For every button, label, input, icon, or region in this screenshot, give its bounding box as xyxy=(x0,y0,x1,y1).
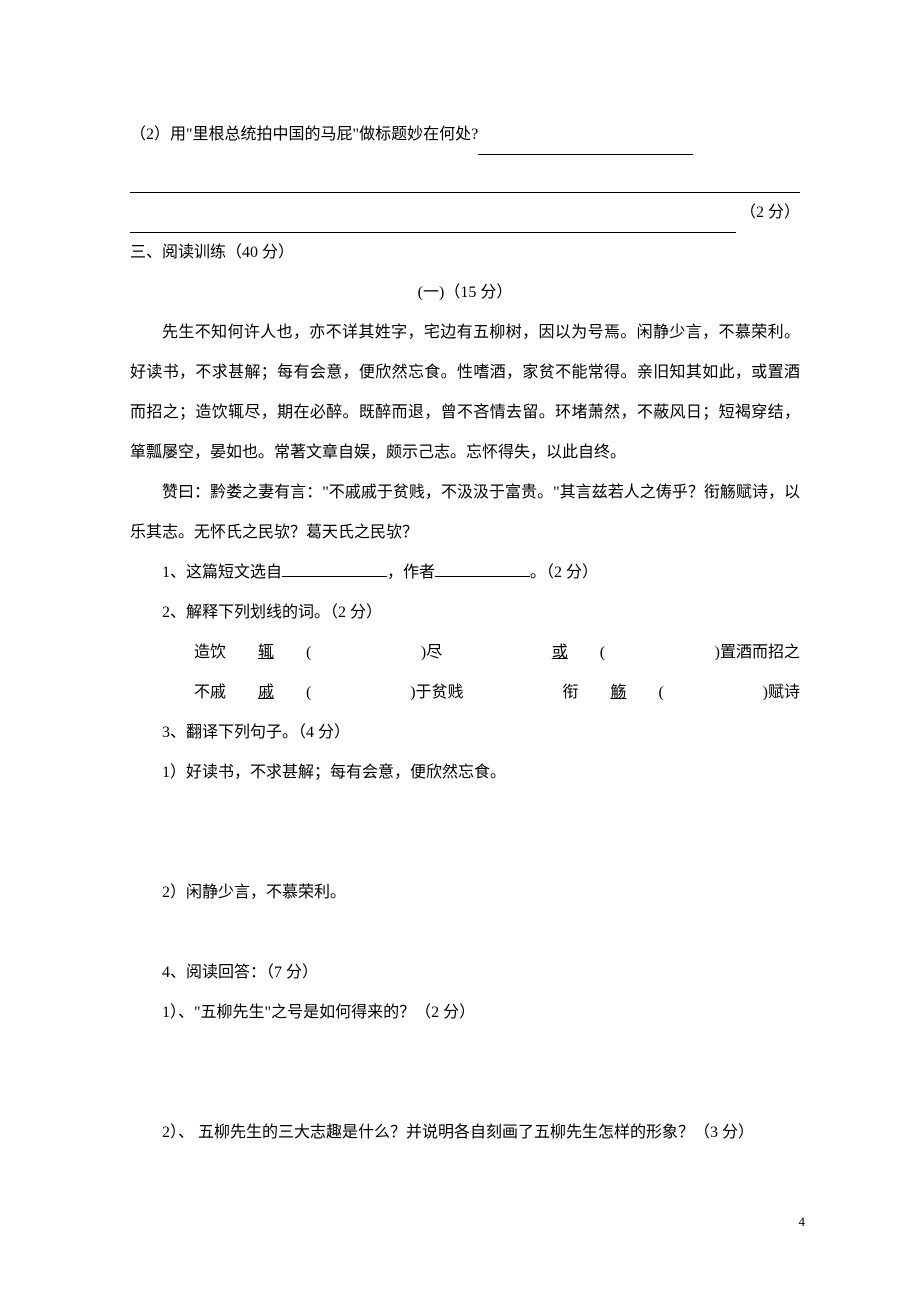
q4-1: 1）、"五柳先生"之号是如何得来的？（2 分） xyxy=(130,993,800,1033)
rowa-au: 辄 xyxy=(226,633,274,673)
passage-p2: 赞曰：黔娄之妻有言："不戚戚于贫贱，不汲汲于富贵。"其言兹若人之俦乎？衔觞赋诗，… xyxy=(130,473,800,553)
rowb-a: 不戚 xyxy=(162,673,226,713)
q2-blank1 xyxy=(478,139,693,155)
q2-blank-line2 xyxy=(130,155,800,193)
rowa-f: )置酒而招之 xyxy=(683,633,800,673)
q2-line1: （2）用"里根总统拍中国的马屁"做标题妙在何处? xyxy=(130,115,800,155)
q2-text: （2）用"里根总统拍中国的马屁"做标题妙在何处? xyxy=(130,115,478,155)
rowa-gap2 xyxy=(442,633,520,673)
page-number: 4 xyxy=(799,1214,806,1230)
rowb-gap3 xyxy=(664,673,731,713)
vocab-row-a: 造饮辄( )尽 或( )置酒而招之 xyxy=(130,633,800,673)
rowb-c: )于贫贱 xyxy=(378,673,463,713)
rowb-b: ( xyxy=(274,673,311,713)
rowb-gap1 xyxy=(311,673,378,713)
q1-b: ，作者 xyxy=(387,564,435,581)
q1-line: 1、这篇短文选自 ，作者 。（2 分） xyxy=(130,553,800,593)
passage-p1: 先生不知何许人也，亦不详其姓字，宅边有五柳树，因以为号焉。闲静少言，不慕荣利。好… xyxy=(130,313,800,473)
section3-sub1: (一)（15 分） xyxy=(130,273,800,313)
rowb-f: )赋诗 xyxy=(731,673,800,713)
q4-2: 2）、 五柳先生的三大志趣是什么？并说明各自刻画了五柳先生怎样的形象？（3 分） xyxy=(130,1113,800,1153)
rowb-e: ( xyxy=(626,673,663,713)
q1-blank-b xyxy=(435,561,530,577)
rowa-b: ( xyxy=(274,633,311,673)
rowb-au: 戚 xyxy=(226,673,274,713)
rowa-c: )尽 xyxy=(389,633,442,673)
vocab-row-b: 不戚戚( )于贫贱 衔觞( )赋诗 xyxy=(130,673,800,713)
q1-a: 1、这篇短文选自 xyxy=(162,564,282,581)
rowa-gap1 xyxy=(311,633,389,673)
q3-head: 3、翻译下列句子。（4 分） xyxy=(130,713,800,753)
q4-1-space xyxy=(130,1033,800,1113)
q3-1: 1）好读书，不求甚解；每有会意，便欣然忘食。 xyxy=(130,753,800,793)
q2-line3: （2 分） xyxy=(130,193,800,233)
q4-head: 4、阅读回答：（7 分） xyxy=(130,953,800,993)
rowb-du: 觞 xyxy=(578,673,626,713)
rowb-d: 衔 xyxy=(530,673,578,713)
rowa-e: ( xyxy=(568,633,605,673)
q3-1-space xyxy=(130,793,800,873)
rowa-d: 或 xyxy=(520,633,568,673)
q3-2-space xyxy=(130,913,800,953)
q2-head: 2、解释下列划线的词。（2 分） xyxy=(130,593,800,633)
q1-c: 。（2 分） xyxy=(530,564,598,581)
page-container: （2）用"里根总统拍中国的马屁"做标题妙在何处? （2 分） 三、阅读训练（40… xyxy=(0,0,920,1302)
q2-score: （2 分） xyxy=(740,193,800,233)
section3-heading: 三、阅读训练（40 分） xyxy=(130,233,800,273)
q2-blank3 xyxy=(130,217,736,233)
rowb-gap2 xyxy=(464,673,531,713)
rowa-gap3 xyxy=(605,633,683,673)
q3-2: 2）闲静少言，不慕荣利。 xyxy=(130,873,800,913)
rowa-a: 造饮 xyxy=(162,633,226,673)
q1-blank-a xyxy=(282,561,387,577)
